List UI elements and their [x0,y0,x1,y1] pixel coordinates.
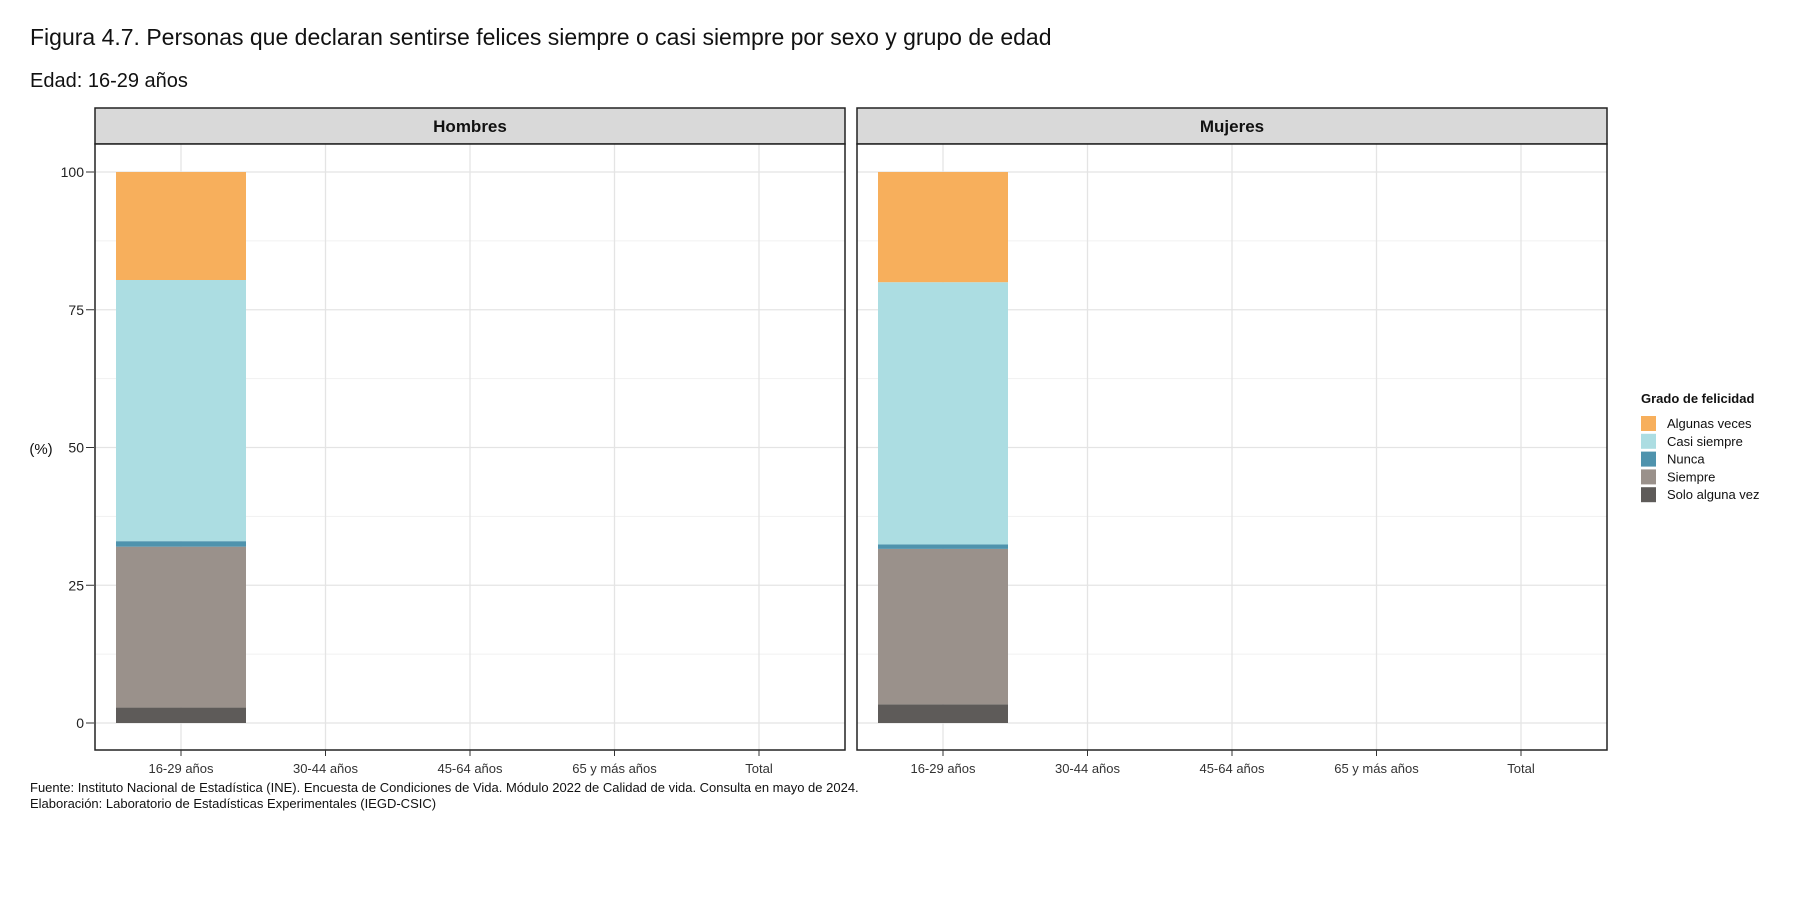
y-axis-label: (%) [29,441,52,458]
x-tick-label-30-44-a-os: 30-44 años [1055,761,1121,776]
bar-hombres-algunas-veces [116,172,246,280]
bar-mujeres-casi-siempre [878,282,1008,545]
bar-hombres-siempre [116,546,246,708]
y-tick-label-0: 0 [76,715,84,731]
legend-label-solo-alguna-vez: Solo alguna vez [1667,487,1760,502]
legend-label-algunas-veces: Algunas veces [1667,416,1752,431]
x-tick-label-65-y-m-s-a-os: 65 y más años [572,761,657,776]
x-tick-label-45-64-a-os: 45-64 años [437,761,503,776]
legend: Grado de felicidad Algunas veces Casi siem… [1641,391,1760,503]
x-tick-label-45-64-a-os: 45-64 años [1199,761,1265,776]
legend-swatch-casi-siempre [1641,433,1656,449]
x-tick-label-65-y-m-s-a-os: 65 y más años [1334,761,1419,776]
facet-label-mujeres: Mujeres [1200,117,1264,136]
credit-note: Elaboración: Laboratorio de Estadísticas… [30,796,437,811]
source-note: Fuente: Instituto Nacional de Estadístic… [30,780,859,795]
bar-mujeres-algunas-veces [878,172,1008,283]
y-tick-label-100: 100 [61,164,85,180]
legend-swatch-algunas-veces [1641,416,1656,431]
bar-mujeres-siempre [878,548,1008,705]
x-tick-label-16-29-a-os: 16-29 años [910,761,976,776]
y-tick-label-75: 75 [68,302,84,318]
legend-label-nunca: Nunca [1667,452,1705,467]
legend-swatch-siempre [1641,469,1656,485]
bar-hombres-casi-siempre [116,279,246,542]
y-tick-label-25: 25 [68,577,84,593]
facet-strip-mujeres [856,107,1608,145]
legend-swatch-solo-alguna-vez [1641,487,1656,503]
legend-label-casi-siempre: Casi siempre [1667,434,1743,449]
bar-mujeres-nunca [878,544,1008,549]
bar-hombres-nunca [116,541,246,547]
x-tick-label-30-44-a-os: 30-44 años [293,761,359,776]
bar-mujeres-solo-alguna-vez [878,704,1008,723]
legend-swatch-nunca [1641,451,1656,467]
x-tick-label-16-29-a-os: 16-29 años [148,761,214,776]
bar-hombres-solo-alguna-vez [116,707,246,723]
y-tick-label-50: 50 [68,440,84,456]
legend-title: Grado de felicidad [1641,391,1754,406]
x-tick-label-total: Total [745,761,773,776]
panel-hombres: Hombres 16-29 años 30-44 años 45-64 años 65 … [94,107,846,776]
facet-label-hombres: Hombres [433,117,507,136]
panel-mujeres: Mujeres 16-29 años 30-44 años 45-64 años 65 … [856,107,1608,776]
chart-title: Figura 4.7. Personas que declaran sentir… [30,24,1052,50]
chart-subtitle: Edad: 16-29 años [30,70,188,92]
x-tick-label-total: Total [1507,761,1535,776]
legend-label-siempre: Siempre [1667,469,1715,484]
